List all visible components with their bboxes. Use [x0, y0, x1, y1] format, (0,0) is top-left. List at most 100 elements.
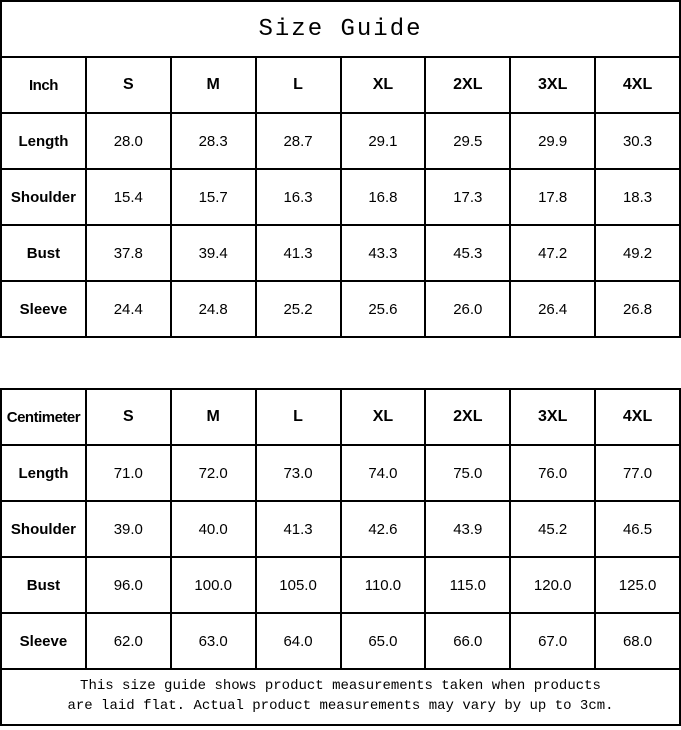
measurement-value: 37.8 — [84, 224, 172, 282]
size-column-header: M — [169, 388, 257, 446]
measurement-value: 115.0 — [424, 556, 512, 614]
measurement-value: 26.4 — [509, 280, 597, 338]
measurement-row-label: Sleeve — [0, 612, 87, 670]
measurement-row: Bust 96.0 100.0 105.0 110.0 115.0 120.0 125.0 — [0, 556, 681, 614]
centimeter-table-body: Centimeter S M L XL 2XL 3XL 4XL Length 71.0 72.0 73… — [0, 388, 681, 670]
measurement-value: 25.2 — [254, 280, 342, 338]
measurement-value: 29.9 — [509, 112, 597, 170]
measurement-row: Shoulder 15.4 15.7 16.3 16.8 17.3 17.8 18.3 — [0, 168, 681, 226]
measurement-value: 17.8 — [509, 168, 597, 226]
measurement-value: 64.0 — [254, 612, 342, 670]
measurement-value: 47.2 — [509, 224, 597, 282]
measurement-value: 28.3 — [169, 112, 257, 170]
measurement-value: 24.8 — [169, 280, 257, 338]
measurement-value: 42.6 — [339, 500, 427, 558]
size-column-header: S — [84, 56, 172, 114]
footer-note-text: This size guide shows product measuremen… — [67, 678, 614, 714]
measurement-value: 71.0 — [84, 444, 172, 502]
measurement-value: 120.0 — [509, 556, 597, 614]
measurement-value: 15.7 — [169, 168, 257, 226]
footer-note-row: This size guide shows product measuremen… — [0, 668, 681, 726]
measurement-row-label: Bust — [0, 224, 87, 282]
measurement-value: 26.0 — [424, 280, 512, 338]
measurement-row: Sleeve 24.4 24.8 25.2 25.6 26.0 26.4 26.8 — [0, 280, 681, 338]
footer-note-cell: This size guide shows product measuremen… — [0, 668, 681, 726]
size-column-header: S — [84, 388, 172, 446]
measurement-row-label: Shoulder — [0, 500, 87, 558]
size-column-header: 2XL — [424, 56, 512, 114]
centimeter-size-table: Centimeter S M L XL 2XL 3XL 4XL Length 71.0 72.0 73… — [0, 388, 681, 726]
measurement-row-label: Length — [0, 444, 87, 502]
measurement-value: 24.4 — [84, 280, 172, 338]
measurement-value: 18.3 — [594, 168, 681, 226]
measurement-row-label: Length — [0, 112, 87, 170]
measurement-row-label: Shoulder — [0, 168, 87, 226]
measurement-value: 29.5 — [424, 112, 512, 170]
title-row: Size Guide — [0, 0, 681, 58]
measurement-value: 96.0 — [84, 556, 172, 614]
size-column-header: L — [254, 388, 342, 446]
measurement-value: 45.3 — [424, 224, 512, 282]
size-column-header: 4XL — [594, 56, 681, 114]
measurement-row: Length 28.0 28.3 28.7 29.1 29.5 29.9 30.3 — [0, 112, 681, 170]
measurement-value: 28.0 — [84, 112, 172, 170]
measurement-value: 74.0 — [339, 444, 427, 502]
measurement-value: 29.1 — [339, 112, 427, 170]
measurement-value: 39.4 — [169, 224, 257, 282]
page-title: Size Guide — [0, 0, 681, 58]
measurement-value: 41.3 — [254, 500, 342, 558]
measurement-value: 76.0 — [509, 444, 597, 502]
measurement-row: Sleeve 62.0 63.0 64.0 65.0 66.0 67.0 68.0 — [0, 612, 681, 670]
measurement-value: 39.0 — [84, 500, 172, 558]
measurement-value: 72.0 — [169, 444, 257, 502]
measurement-value: 67.0 — [509, 612, 597, 670]
measurement-value: 68.0 — [594, 612, 681, 670]
measurement-value: 65.0 — [339, 612, 427, 670]
measurement-value: 45.2 — [509, 500, 597, 558]
size-column-header: XL — [339, 388, 427, 446]
measurement-value: 30.3 — [594, 112, 681, 170]
measurement-value: 105.0 — [254, 556, 342, 614]
inch-size-table: Size Guide Inch S M L XL 2XL 3XL 4XL Length 28.0 2… — [0, 0, 681, 338]
measurement-value: 16.8 — [339, 168, 427, 226]
measurement-value: 40.0 — [169, 500, 257, 558]
measurement-value: 63.0 — [169, 612, 257, 670]
size-column-header: 3XL — [509, 388, 597, 446]
measurement-value: 46.5 — [594, 500, 681, 558]
size-header-row: Inch S M L XL 2XL 3XL 4XL — [0, 56, 681, 114]
measurement-value: 17.3 — [424, 168, 512, 226]
measurement-value: 28.7 — [254, 112, 342, 170]
size-column-header: XL — [339, 56, 427, 114]
measurement-value: 73.0 — [254, 444, 342, 502]
inch-table-body: Inch S M L XL 2XL 3XL 4XL Length 28.0 28.3 28.7 29.1… — [0, 56, 681, 338]
measurement-value: 15.4 — [84, 168, 172, 226]
measurement-value: 66.0 — [424, 612, 512, 670]
size-column-header: M — [169, 56, 257, 114]
measurement-value: 43.9 — [424, 500, 512, 558]
measurement-value: 100.0 — [169, 556, 257, 614]
measurement-value: 75.0 — [424, 444, 512, 502]
unit-label: Centimeter — [0, 388, 87, 446]
measurement-row-label: Sleeve — [0, 280, 87, 338]
size-column-header: 2XL — [424, 388, 512, 446]
measurement-row: Bust 37.8 39.4 41.3 43.3 45.3 47.2 49.2 — [0, 224, 681, 282]
table-gap — [0, 338, 681, 388]
size-header-row: Centimeter S M L XL 2XL 3XL 4XL — [0, 388, 681, 446]
measurement-value: 41.3 — [254, 224, 342, 282]
measurement-row: Shoulder 39.0 40.0 41.3 42.6 43.9 45.2 46.5 — [0, 500, 681, 558]
size-column-header: 4XL — [594, 388, 681, 446]
unit-label: Inch — [0, 56, 87, 114]
size-column-header: 3XL — [509, 56, 597, 114]
measurement-value: 26.8 — [594, 280, 681, 338]
measurement-value: 16.3 — [254, 168, 342, 226]
measurement-row-label: Bust — [0, 556, 87, 614]
measurement-value: 49.2 — [594, 224, 681, 282]
measurement-value: 43.3 — [339, 224, 427, 282]
measurement-value: 110.0 — [339, 556, 427, 614]
measurement-value: 25.6 — [339, 280, 427, 338]
size-column-header: L — [254, 56, 342, 114]
measurement-value: 62.0 — [84, 612, 172, 670]
measurement-row: Length 71.0 72.0 73.0 74.0 75.0 76.0 77.0 — [0, 444, 681, 502]
measurement-value: 125.0 — [594, 556, 681, 614]
